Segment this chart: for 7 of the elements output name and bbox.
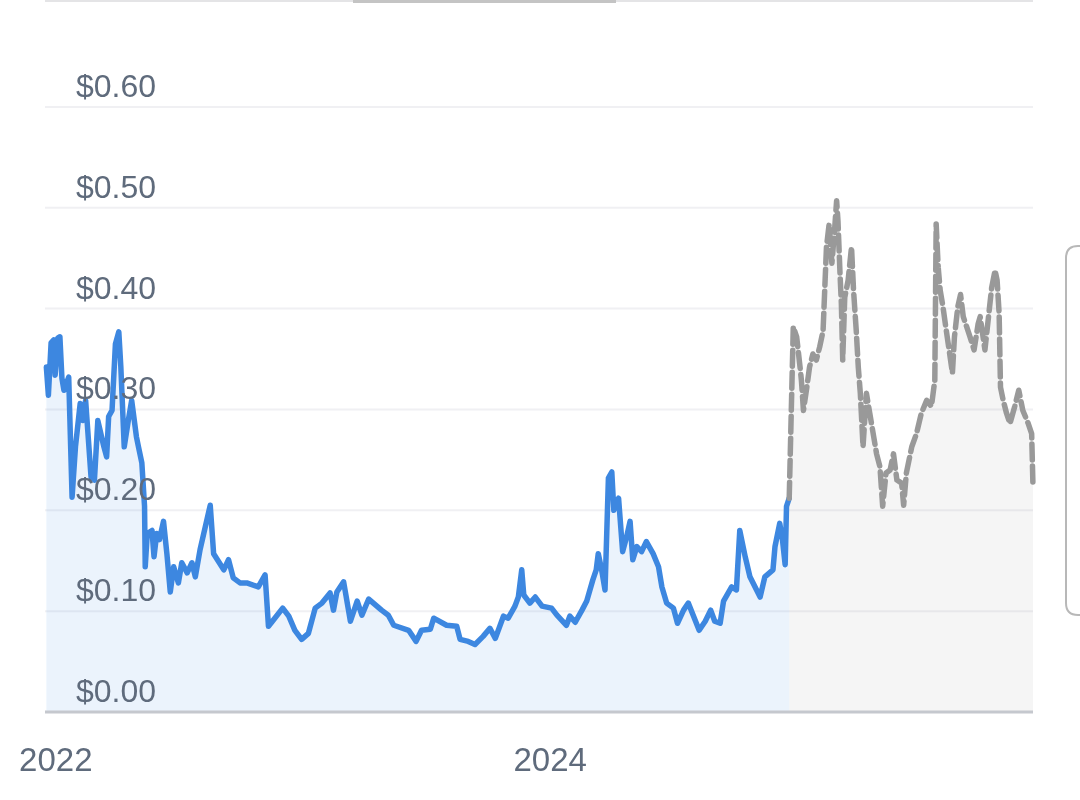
- y-tick-label: $0.10: [76, 572, 157, 609]
- y-tick-label: $0.50: [76, 168, 157, 205]
- x-tick-label: 2022: [19, 741, 93, 778]
- y-tick-label: $0.40: [76, 269, 157, 306]
- y-tick-label: $0.00: [76, 673, 157, 709]
- x-tick-label: 2024: [513, 741, 587, 778]
- y-tick-label: $0.60: [76, 67, 157, 104]
